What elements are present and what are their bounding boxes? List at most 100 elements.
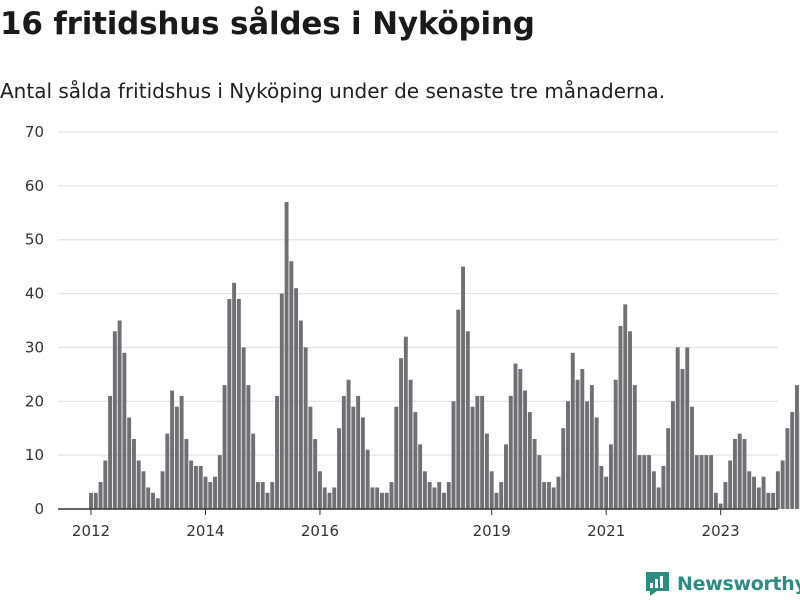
bar [284,202,289,509]
axes: 0102030405060702012201420162019202120232… [25,123,778,540]
bar [112,331,117,509]
bar [551,487,556,509]
bar [775,471,780,509]
bar [656,487,661,509]
bar [341,395,346,509]
bar [523,390,528,509]
chart-title: 16 fritidshus såldes i Nyköping [0,6,535,42]
gridlines [58,131,778,456]
chart-subtitle: Antal sålda fritidshus i Nyköping under … [0,79,666,103]
bar [599,465,604,509]
bar [241,347,246,509]
bar [108,395,113,509]
x-tick-label: 2023 [702,522,740,540]
bar [403,336,408,509]
bar [217,455,222,509]
bar [356,395,361,509]
bar [265,492,270,509]
bar [737,433,742,509]
bar [675,347,680,509]
bar [542,482,547,509]
newsworthy-brand[interactable]: Newsworthy [644,568,800,600]
bar [136,460,141,509]
newsworthy-logo-icon [646,572,669,596]
y-tick-label: 40 [25,285,44,303]
bar [141,471,146,509]
y-tick-label: 70 [25,123,44,141]
brand-name: Newsworthy [677,573,800,595]
bar [294,288,299,509]
bar [365,449,370,509]
bar [585,401,590,509]
bar [127,417,132,509]
bar [322,487,327,509]
bar [470,406,475,509]
bar [337,428,341,509]
bar [308,406,313,509]
bar [795,385,799,509]
bar [709,455,714,509]
bar [318,471,322,509]
bar [408,379,413,509]
bar [427,482,432,509]
bar [179,395,184,509]
bar [203,476,208,509]
bar [489,471,494,509]
bar [561,428,566,509]
bar [685,347,690,509]
bar [694,455,699,509]
bar [699,455,704,509]
x-tick-label: 2016 [301,522,339,540]
bar [313,438,318,509]
bar [570,352,575,509]
bar [370,487,375,509]
bar [399,358,403,509]
bar [728,460,733,509]
bar [208,482,213,509]
bar [628,331,632,509]
bar [761,476,766,509]
bar [785,428,790,509]
bar [165,433,170,509]
bar [623,304,628,509]
bar [270,482,275,509]
bar [475,395,480,509]
bar [146,487,151,509]
bar [222,385,227,509]
bar [513,363,518,509]
bar [422,471,427,509]
bar [437,482,442,509]
bar [532,438,537,509]
bar [508,395,513,509]
bar [375,487,380,509]
bar [346,379,351,509]
bar [613,379,618,509]
bar [733,438,737,509]
x-tick-label: 2021 [587,522,625,540]
bar [518,368,523,509]
bar [637,455,642,509]
bar [680,368,685,509]
bar [89,492,93,509]
bar [103,460,108,509]
bar [227,298,232,509]
bar [131,438,136,509]
bar [303,347,308,509]
bar [360,417,365,509]
y-tick-label: 30 [25,338,44,356]
bar [713,492,718,509]
bar [718,503,723,509]
bar [566,401,570,509]
y-tick-label: 60 [25,177,44,195]
bar [260,482,265,509]
bar [189,460,194,509]
bar [446,482,451,509]
bar [451,401,456,509]
bar [155,498,160,509]
bar [394,406,399,509]
bar [632,385,637,509]
bar [504,444,508,509]
bar [117,320,122,509]
x-tick-label: 2012 [72,522,110,540]
